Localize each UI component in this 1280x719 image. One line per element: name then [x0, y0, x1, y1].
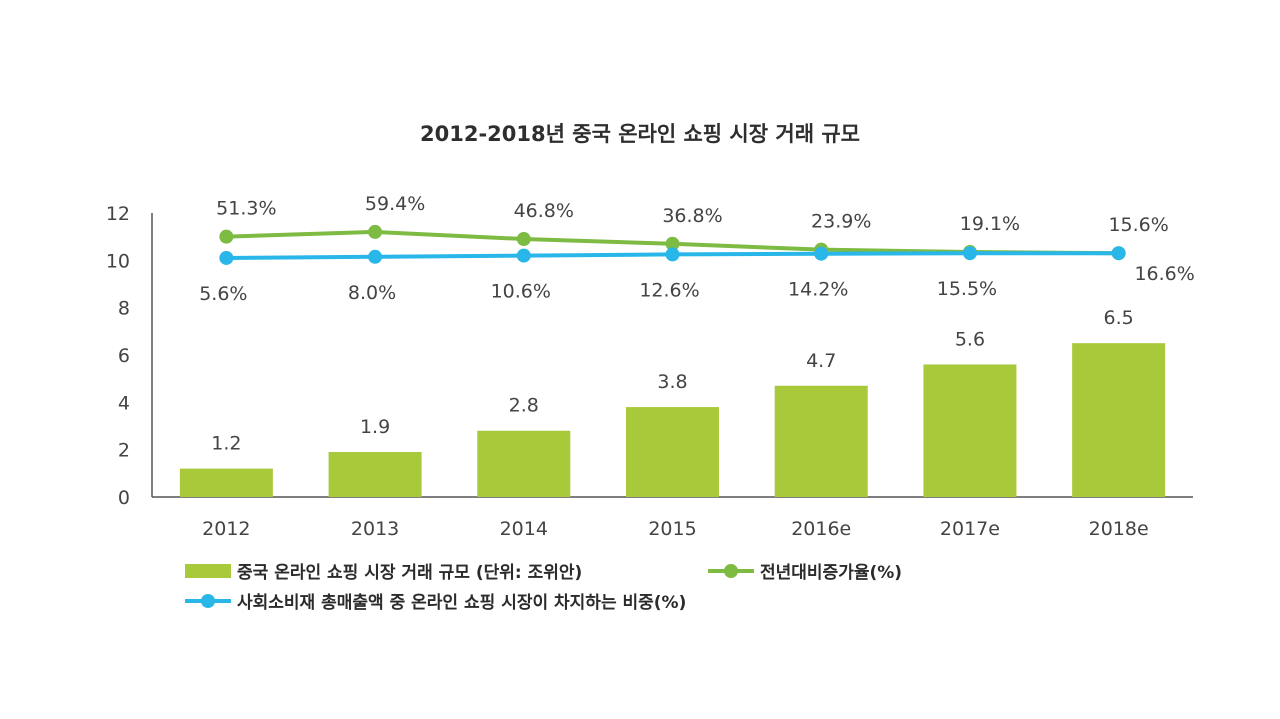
y-tick-label: 2: [118, 440, 130, 462]
x-tick-label: 2013: [351, 518, 399, 540]
share-value-label: 15.5%: [937, 278, 997, 300]
bar: [179, 468, 273, 497]
legend-item-share: 사회소비재 총매출액 중 온라인 쇼핑 시장이 차지하는 비중(%): [185, 588, 686, 613]
share-point: [665, 247, 680, 262]
bar: [626, 407, 719, 497]
share-point: [516, 248, 531, 263]
y-tick-label: 10: [106, 250, 130, 272]
growth-point: [516, 232, 531, 247]
bar-value-label: 1.9: [360, 416, 390, 438]
bar-value-label: 1.2: [211, 433, 241, 455]
legend-item-growth: 전년대비증가율(%): [708, 558, 902, 583]
growth-value-label: 36.8%: [662, 205, 722, 227]
growth-point: [368, 224, 383, 239]
share-point: [814, 246, 829, 261]
bar-value-label: 4.7: [806, 350, 836, 372]
x-tick-label: 2017e: [940, 518, 1000, 540]
y-tick-label: 4: [118, 392, 130, 414]
x-tick-label: 2012: [202, 518, 250, 540]
y-tick-label: 12: [106, 203, 130, 225]
growth-value-label: 15.6%: [1108, 214, 1168, 236]
legend-swatch-share: [185, 593, 231, 608]
x-tick-label: 2016e: [791, 518, 851, 540]
bar: [1072, 343, 1166, 497]
legend-swatch-growth: [708, 563, 754, 578]
bar-value-label: 3.8: [657, 371, 687, 393]
share-value-label: 10.6%: [491, 281, 551, 303]
growth-point: [665, 236, 680, 251]
share-value-label: 12.6%: [639, 279, 699, 301]
legend-label-growth: 전년대비증가율(%): [760, 563, 903, 583]
growth-point: [219, 229, 234, 244]
y-tick-label: 0: [118, 487, 130, 509]
bar: [923, 364, 1017, 497]
growth-value-label: 23.9%: [811, 211, 871, 233]
x-tick-label: 2015: [648, 518, 696, 540]
y-tick-label: 8: [118, 298, 130, 320]
share-point: [368, 249, 383, 264]
x-tick-label: 2018e: [1089, 518, 1149, 540]
bar-value-label: 2.8: [509, 395, 539, 417]
bar: [328, 452, 422, 497]
growth-value-label: 59.4%: [365, 193, 425, 215]
share-value-label: 16.6%: [1134, 263, 1194, 285]
share-value-label: 5.6%: [199, 283, 247, 305]
legend-swatch-bar: [185, 563, 231, 578]
bar-value-label: 6.5: [1104, 307, 1134, 329]
y-tick-label: 6: [118, 345, 130, 367]
legend-item-market-size: 중국 온라인 쇼핑 시장 거래 규모 (단위: 조위안): [185, 558, 582, 583]
share-point: [962, 246, 977, 261]
growth-value-label: 19.1%: [960, 213, 1020, 235]
legend-label-market-size: 중국 온라인 쇼핑 시장 거래 규모 (단위: 조위안): [237, 563, 583, 583]
share-point: [219, 250, 234, 265]
chart-title: 2012-2018년 중국 온라인 쇼핑 시장 거래 규모: [420, 122, 860, 146]
share-value-label: 14.2%: [788, 279, 848, 301]
legend-label-share: 사회소비재 총매출액 중 온라인 쇼핑 시장이 차지하는 비중(%): [237, 593, 687, 613]
growth-value-label: 51.3%: [216, 198, 276, 220]
bar: [774, 385, 868, 497]
x-tick-label: 2014: [500, 518, 548, 540]
bar-value-label: 5.6: [955, 328, 985, 350]
growth-value-label: 46.8%: [514, 200, 574, 222]
bar: [477, 430, 571, 497]
share-point: [1111, 246, 1126, 261]
share-value-label: 8.0%: [348, 282, 396, 304]
